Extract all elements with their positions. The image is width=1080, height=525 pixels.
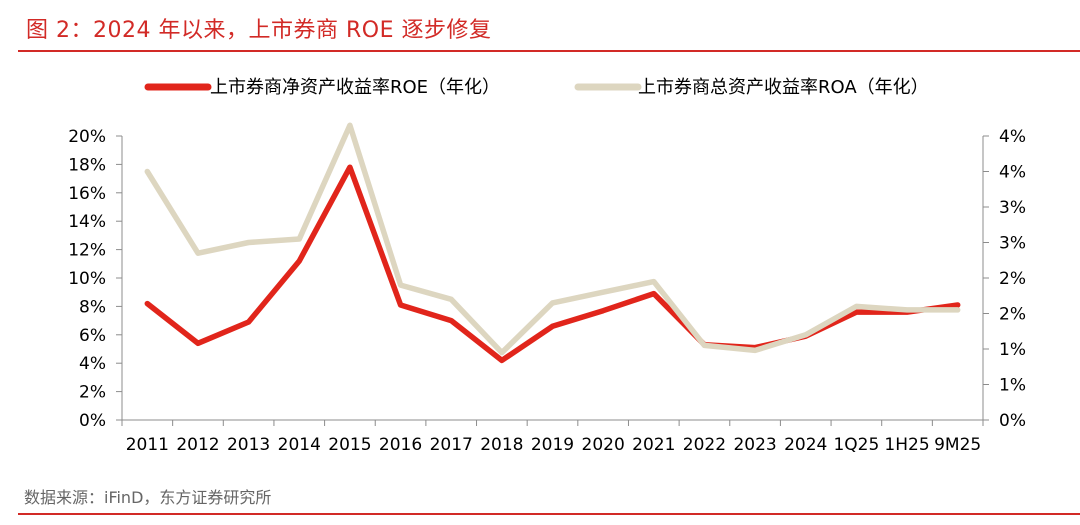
x-tick-label: 2021 — [632, 435, 675, 455]
y-right-tick-label: 4% — [999, 163, 1026, 183]
x-tick-label: 2015 — [328, 435, 371, 455]
y-right-tick-label: 0% — [999, 411, 1026, 431]
source-note: 数据来源：iFinD，东方证券研究所 — [24, 488, 272, 507]
y-left-tick-label: 12% — [68, 241, 106, 261]
axes: 0% 2% 4% 6% 8% 10% 12% 14% 16% 18% 20% 0% 1% 1% 2% 2% 3%… — [68, 127, 1026, 455]
series-lines — [144, 122, 961, 364]
x-tick-label: 1Q25 — [833, 435, 879, 455]
y-right-tick-label: 2% — [999, 269, 1026, 289]
x-tick-label: 9M25 — [934, 435, 981, 455]
y-left-tick-label: 4% — [79, 354, 106, 374]
y-right-tick-label: 4% — [999, 127, 1026, 147]
legend-label-roa: 上市券商总资产收益率ROA（年化） — [638, 77, 929, 98]
x-tick-label: 2013 — [227, 435, 270, 455]
y-left-tick-label: 10% — [68, 269, 106, 289]
y-left-tick-label: 6% — [79, 326, 106, 346]
legend-label-roe: 上市券商净资产收益率ROE（年化） — [210, 77, 500, 98]
figure-title: 图 2：2024 年以来，上市券商 ROE 逐步修复 — [26, 18, 492, 43]
y-right-tick-label: 3% — [999, 234, 1026, 254]
x-tick-label: 1H25 — [884, 435, 929, 455]
x-tick-label: 2016 — [379, 435, 422, 455]
y-left-tick-label: 16% — [68, 184, 106, 204]
y-left-tick-label: 2% — [79, 383, 106, 403]
x-tick-label: 2018 — [480, 435, 523, 455]
series-line-roe — [144, 164, 961, 364]
y-right-tick-label: 2% — [999, 305, 1026, 325]
y-right-tick-label: 3% — [999, 198, 1026, 218]
x-tick-label: 2014 — [278, 435, 321, 455]
x-tick-label: 2011 — [126, 435, 169, 455]
line-chart: 上市券商净资产收益率ROE（年化） 上市券商总资产收益率ROA（年化） 0% 2%… — [68, 77, 1026, 455]
x-tick-label: 2024 — [784, 435, 827, 455]
title-rule — [18, 50, 1080, 52]
y-left-tick-label: 18% — [68, 155, 106, 175]
y-left-tick-label: 14% — [68, 212, 106, 232]
footer-rule — [18, 513, 1080, 515]
x-tick-label: 2012 — [176, 435, 219, 455]
y-right-tick-label: 1% — [999, 376, 1026, 396]
y-right-tick-label: 1% — [999, 340, 1026, 360]
y-left-tick-label: 20% — [68, 127, 106, 147]
x-tick-label: 2022 — [683, 435, 726, 455]
y-left-tick-label: 8% — [79, 297, 106, 317]
y-left-tick-label: 0% — [79, 411, 106, 431]
x-tick-label: 2019 — [531, 435, 574, 455]
x-tick-label: 2020 — [582, 435, 625, 455]
x-tick-label: 2023 — [733, 435, 776, 455]
legend: 上市券商净资产收益率ROE（年化） 上市券商总资产收益率ROA（年化） — [144, 77, 929, 98]
x-tick-label: 2017 — [430, 435, 473, 455]
series-line-roa — [144, 122, 961, 356]
